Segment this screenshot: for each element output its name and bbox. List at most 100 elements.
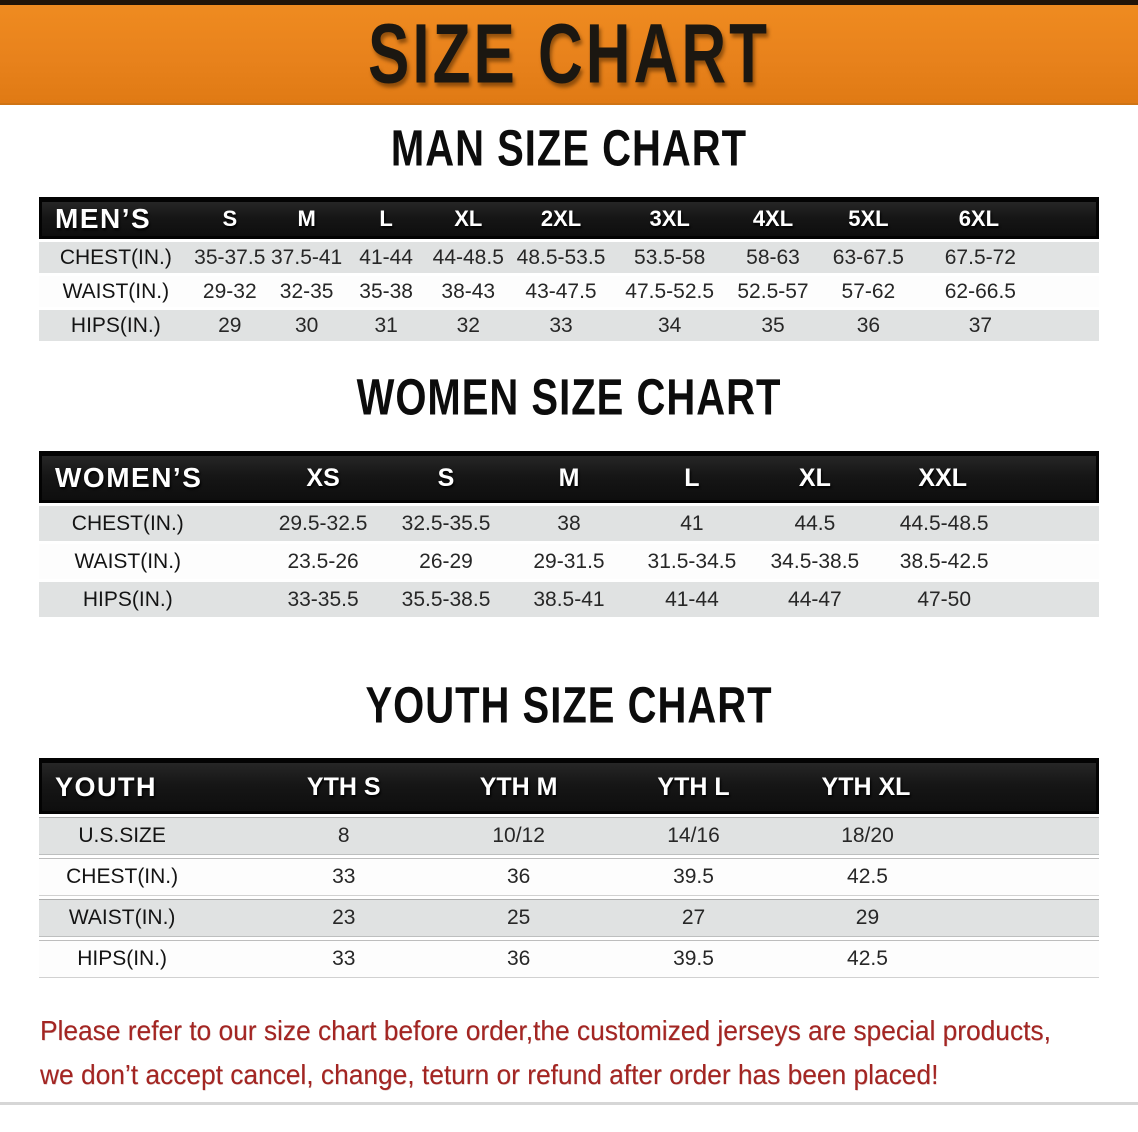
women-header-row: WOMEN’S XS S M L XL XXL: [39, 451, 1099, 503]
cell-value: 35-38: [346, 276, 426, 307]
women-size-table: WOMEN’S XS S M L XL XXL CHEST(IN.) 29.5-32.5 32.5…: [39, 448, 1099, 620]
women-column-header: L: [630, 451, 754, 503]
cell-value: 44.5-48.5: [876, 506, 1099, 541]
banner-title: SIZE CHART: [368, 7, 770, 101]
cell-value: 35: [727, 310, 819, 341]
cell-value: 41-44: [630, 582, 754, 617]
women-section: WOMEN SIZE CHART WOMEN’S XS S M L XL XXL CHEST(…: [0, 370, 1138, 620]
row-label: HIPS(IN.): [39, 582, 262, 617]
men-table-row: HIPS(IN.) 29 30 31 32 33 34 35 36 37: [39, 310, 1099, 341]
men-column-header: M: [266, 197, 347, 239]
cell-value: 44.5: [753, 506, 877, 541]
men-column-header: 2XL: [510, 197, 612, 239]
row-label: CHEST(IN.): [39, 858, 257, 896]
men-column-header: 5XL: [818, 197, 919, 239]
disclaimer-line-2: we don’t accept cancel, change, teturn o…: [40, 1059, 939, 1090]
men-column-header: XL: [425, 197, 511, 239]
youth-table-row: CHEST(IN.) 33 36 39.5 42.5: [39, 858, 1099, 896]
cell-value: 38.5-42.5: [876, 544, 1099, 579]
cell-value: 29-32: [192, 276, 267, 307]
women-column-header: XS: [261, 451, 385, 503]
cell-value: 29: [780, 899, 1099, 937]
cell-value: 38.5-41: [507, 582, 631, 617]
cell-value: 41: [630, 506, 754, 541]
row-label: WAIST(IN.): [39, 899, 257, 937]
youth-column-header: YTH S: [256, 758, 432, 814]
cell-value: 44-47: [753, 582, 877, 617]
cell-value: 37: [918, 310, 1099, 341]
cell-value: 52.5-57: [727, 276, 819, 307]
men-column-header: L: [346, 197, 426, 239]
cell-value: 39.5: [606, 940, 781, 978]
cell-value: 63-67.5: [818, 242, 919, 273]
youth-size-table: YOUTH YTH S YTH M YTH L YTH XL U.S.SIZE 8 10/12…: [39, 755, 1099, 981]
cell-value: 41-44: [346, 242, 426, 273]
cell-value: 23: [256, 899, 432, 937]
cell-value: 36: [431, 940, 607, 978]
cell-value: 36: [431, 858, 607, 896]
row-label: WAIST(IN.): [39, 276, 193, 307]
cell-value: 26-29: [384, 544, 508, 579]
cell-value: 39.5: [606, 858, 781, 896]
row-label: WAIST(IN.): [39, 544, 262, 579]
cell-value: 31.5-34.5: [630, 544, 754, 579]
cell-value: 14/16: [606, 817, 781, 855]
cell-value: 33: [256, 940, 432, 978]
cell-value: 57-62: [818, 276, 919, 307]
cell-value: 29.5-32.5: [261, 506, 385, 541]
cell-value: 47.5-52.5: [611, 276, 728, 307]
row-label: CHEST(IN.): [39, 506, 262, 541]
cell-value: 32.5-35.5: [384, 506, 508, 541]
women-column-header: M: [507, 451, 631, 503]
cell-value: 35-37.5: [192, 242, 267, 273]
cell-value: 18/20: [780, 817, 1099, 855]
cell-value: 34.5-38.5: [753, 544, 877, 579]
cell-value: 35.5-38.5: [384, 582, 508, 617]
cell-value: 29: [192, 310, 267, 341]
disclaimer-line-1: Please refer to our size chart before or…: [40, 1015, 1051, 1046]
youth-table-row: U.S.SIZE 8 10/12 14/16 18/20: [39, 817, 1099, 855]
bottom-divider: [0, 1102, 1138, 1105]
cell-value: 62-66.5: [918, 276, 1099, 307]
cell-value: 42.5: [780, 940, 1099, 978]
cell-value: 8: [256, 817, 432, 855]
men-header-row: MEN’S S M L XL 2XL 3XL 4XL 5XL 6XL: [39, 197, 1099, 239]
row-label: CHEST(IN.): [39, 242, 193, 273]
cell-value: 33: [256, 858, 432, 896]
row-label: HIPS(IN.): [39, 940, 257, 978]
women-column-header: XL: [753, 451, 877, 503]
women-table-row: HIPS(IN.) 33-35.5 35.5-38.5 38.5-41 41-44 44-…: [39, 582, 1099, 617]
men-table-row: CHEST(IN.) 35-37.5 37.5-41 41-44 44-48.5 48.5…: [39, 242, 1099, 273]
cell-value: 32-35: [266, 276, 347, 307]
cell-value: 43-47.5: [510, 276, 612, 307]
youth-column-header: YTH L: [606, 758, 781, 814]
women-table-row: WAIST(IN.) 23.5-26 26-29 29-31.5 31.5-34.5 34…: [39, 544, 1099, 579]
men-corner-header: MEN’S: [39, 197, 193, 239]
cell-value: 58-63: [727, 242, 819, 273]
men-column-header: 6XL: [918, 197, 1099, 239]
cell-value: 36: [818, 310, 919, 341]
cell-value: 33-35.5: [261, 582, 385, 617]
cell-value: 33: [510, 310, 612, 341]
youth-column-header: YTH M: [431, 758, 607, 814]
cell-value: 42.5: [780, 858, 1099, 896]
men-section: MAN SIZE CHART MEN’S S M L XL 2XL 3XL 4XL 5XL 6XL…: [0, 121, 1138, 344]
cell-value: 53.5-58: [611, 242, 728, 273]
men-column-header: 3XL: [611, 197, 728, 239]
women-section-title: WOMEN SIZE CHART: [356, 369, 782, 427]
cell-value: 48.5-53.5: [510, 242, 612, 273]
cell-value: 27: [606, 899, 781, 937]
cell-value: 30: [266, 310, 347, 341]
cell-value: 67.5-72: [918, 242, 1099, 273]
banner: SIZE CHART: [0, 0, 1138, 105]
men-table-row: WAIST(IN.) 29-32 32-35 35-38 38-43 43-47.5 47.…: [39, 276, 1099, 307]
cell-value: 44-48.5: [425, 242, 511, 273]
cell-value: 38-43: [425, 276, 511, 307]
men-column-header: S: [192, 197, 267, 239]
youth-table-row: HIPS(IN.) 33 36 39.5 42.5: [39, 940, 1099, 978]
men-size-table: MEN’S S M L XL 2XL 3XL 4XL 5XL 6XL CHEST(IN.) 35-37…: [39, 194, 1099, 344]
women-corner-header: WOMEN’S: [39, 451, 262, 503]
women-column-header: S: [384, 451, 508, 503]
youth-corner-header: YOUTH: [39, 758, 257, 814]
